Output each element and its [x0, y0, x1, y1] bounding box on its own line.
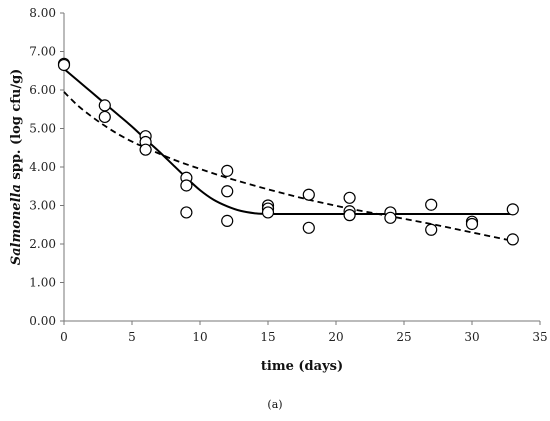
fitted-curve-solid — [63, 68, 513, 216]
data-point-marker — [343, 209, 356, 222]
y-tick-label: 7.00 — [29, 45, 56, 59]
data-point-marker — [425, 223, 438, 236]
figure-caption: (a) — [267, 398, 282, 411]
data-point-marker — [139, 143, 152, 156]
data-point-marker — [221, 164, 234, 177]
y-tick-label: 0.00 — [29, 314, 56, 328]
data-point-marker — [57, 58, 71, 72]
data-points — [57, 57, 519, 246]
y-tick-label: 3.00 — [29, 199, 56, 213]
x-tick-label: 5 — [128, 330, 136, 344]
data-point-marker — [425, 198, 438, 211]
x-tick-label: 15 — [260, 330, 275, 344]
data-point-marker — [384, 211, 397, 224]
y-tick-label: 6.00 — [29, 83, 56, 97]
data-point-marker — [180, 179, 193, 192]
data-point-marker — [465, 217, 479, 231]
fitted-curves — [63, 68, 513, 242]
y-axis-title: Salmonella spp. (log cfu/g) — [9, 69, 24, 266]
x-tick-label: 35 — [532, 330, 547, 344]
chart-axes — [63, 13, 540, 322]
data-point-marker — [221, 214, 234, 227]
data-point-marker — [261, 206, 275, 219]
data-point-marker — [506, 233, 519, 246]
data-point-marker — [98, 99, 111, 112]
y-axis-title-rest: spp. (log cfu/g) — [9, 69, 24, 184]
x-tick-label: 30 — [464, 330, 479, 344]
y-tick-label: 2.00 — [29, 237, 56, 251]
data-point-marker — [98, 110, 111, 124]
x-tick-labels: 0 5 10 15 20 25 30 35 — [60, 321, 548, 344]
x-tick-label: 20 — [328, 330, 343, 344]
y-tick-label: 1.00 — [29, 276, 56, 290]
x-tick-label: 10 — [192, 330, 207, 344]
data-point-marker — [343, 191, 356, 204]
data-point-marker — [506, 203, 519, 216]
y-tick-label: 5.00 — [29, 122, 56, 136]
data-point-marker — [221, 185, 234, 198]
y-tick-label: 8.00 — [29, 6, 56, 20]
data-point-marker — [302, 221, 315, 234]
x-axis-title: time (days) — [261, 359, 343, 374]
data-point-marker — [180, 206, 193, 219]
x-tick-label: 25 — [396, 330, 411, 344]
y-tick-labels: 0.00 1.00 2.00 3.00 4.00 5.00 6.00 7.00 8.00 — [29, 6, 64, 328]
y-tick-label: 4.00 — [29, 160, 56, 174]
fitted-curve-dashed — [63, 91, 513, 242]
x-tick-label: 0 — [60, 330, 68, 344]
y-axis-title-italic: Salmonella — [9, 184, 24, 265]
data-point-marker — [302, 188, 315, 201]
